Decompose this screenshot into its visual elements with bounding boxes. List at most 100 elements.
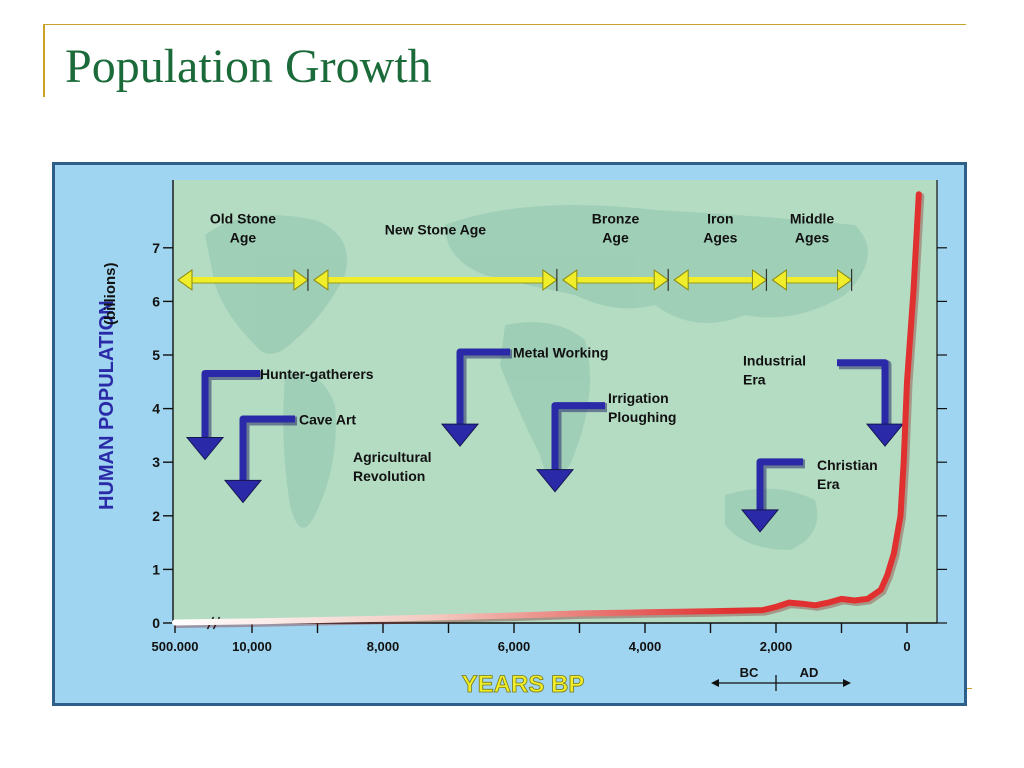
population-data-point <box>841 598 843 600</box>
population-series <box>172 191 925 628</box>
population-line <box>172 191 922 626</box>
era-arrowhead-right <box>751 268 768 291</box>
event-label: Hunter-gatherers <box>260 366 374 382</box>
y-axis: 0 1 2 3 4 5 6 7 <box>152 180 947 631</box>
bc-label: BC <box>740 665 759 680</box>
population-data-point <box>913 290 915 292</box>
x-tick-label: 8,000 <box>367 639 400 654</box>
title-bar: Population Growth <box>43 24 966 97</box>
y-tick-label: 0 <box>152 615 160 631</box>
event-label-line: Era <box>743 372 766 388</box>
y-tick-label: 5 <box>152 347 160 363</box>
y-tick-label: 4 <box>152 401 160 417</box>
population-data-point <box>775 606 777 608</box>
y-tick-label: 1 <box>152 561 160 577</box>
x-tick-label: 10,000 <box>232 639 272 654</box>
event-label: Metal Working <box>513 345 608 361</box>
event-arrow-stem <box>837 359 889 427</box>
population-data-point <box>867 598 869 600</box>
population-data-point <box>828 602 830 604</box>
event-label: Agricultural Revolution <box>353 449 432 484</box>
population-data-point <box>710 610 712 612</box>
event-arrowhead <box>865 423 905 447</box>
era-label-line: Age <box>602 230 629 246</box>
chart-figure: 0 1 2 3 4 5 6 7 500.000 10,000 8,000 6,000 4,000 2,0… <box>52 162 967 706</box>
era-label: Bronze Age <box>592 211 640 246</box>
event-label-line: Industrial <box>743 353 806 369</box>
population-data-point <box>762 609 764 611</box>
event-arrowhead <box>740 509 780 533</box>
event-label-line: Cave Art <box>299 412 356 428</box>
y-tick-label: 6 <box>152 293 160 309</box>
world-map-silhouette <box>205 205 868 550</box>
population-data-point <box>251 621 253 623</box>
era-new-stone-age: New Stone Age <box>313 221 558 291</box>
x-tick-label: 4,000 <box>629 639 662 654</box>
era-label-line: Ages <box>795 230 829 246</box>
event-arrow-stem <box>456 348 510 427</box>
era-label-line: Bronze <box>592 211 640 227</box>
population-data-point <box>801 603 803 605</box>
event-label-line: Christian <box>817 457 878 473</box>
era-bronze-age: Bronze Age <box>561 211 670 291</box>
event-arrow-stem <box>756 458 803 512</box>
event-label-line: Irrigation <box>608 390 669 406</box>
y-tick-label: 7 <box>152 240 160 256</box>
bottom-rule <box>964 688 972 689</box>
event-arrowhead <box>223 479 263 504</box>
event-industrial-era: Industrial Era <box>743 353 905 447</box>
era-arrowhead-left <box>673 268 689 291</box>
bc-ad-indicator: BC AD <box>711 665 851 691</box>
event-label-line: Era <box>817 476 840 492</box>
event-christian-era: Christian Era <box>740 457 878 533</box>
event-label: Christian Era <box>817 457 878 492</box>
event-arrowhead <box>535 469 575 493</box>
event-cave-art: Cave Art <box>223 412 356 504</box>
population-data-point <box>644 612 646 614</box>
population-data-point <box>815 605 817 607</box>
population-data-point <box>382 618 384 620</box>
event-irrigation-ploughing: Irrigation Ploughing <box>535 390 676 493</box>
event-annotations: Hunter-gatherers Cave Art Agricultural Revo… <box>185 345 905 533</box>
event-label: Industrial Era <box>743 353 806 388</box>
population-chart: 0 1 2 3 4 5 6 7 500.000 10,000 8,000 6,000 4,000 2,0… <box>96 180 947 698</box>
era-arrowhead-left <box>771 268 787 291</box>
population-data-point <box>903 461 905 463</box>
era-label: Iron Ages <box>703 211 737 246</box>
event-arrow-stem <box>239 415 295 483</box>
population-data-point <box>918 193 920 195</box>
x-tick-label: 500.000 <box>152 639 199 654</box>
era-arrowhead-right <box>837 268 853 291</box>
ad-label: AD <box>800 665 819 680</box>
era-arrowhead-left <box>177 268 193 291</box>
population-data-point <box>900 515 902 517</box>
event-label-line: Metal Working <box>513 345 608 361</box>
event-hunter-gatherers: Hunter-gatherers <box>185 366 374 461</box>
era-label: Middle Ages <box>790 211 835 246</box>
event-label: Irrigation Ploughing <box>608 390 676 425</box>
event-label-line: Revolution <box>353 468 425 484</box>
population-data-point <box>854 600 856 602</box>
population-data-point <box>579 613 581 615</box>
slide-title: Population Growth <box>65 40 432 93</box>
era-label-line: Old Stone <box>210 211 276 227</box>
era-label-line: Ages <box>703 230 737 246</box>
event-arrowhead <box>440 423 480 447</box>
y-axis-unit: (billions) <box>102 263 119 326</box>
event-agricultural-revolution: Agricultural Revolution <box>353 449 432 484</box>
y-tick-label: 2 <box>152 508 160 524</box>
era-old-stone-age: Old Stone Age <box>177 211 309 291</box>
x-axis: 500.000 10,000 8,000 6,000 4,000 2,000 0 <box>152 616 937 654</box>
event-arrow-stem <box>201 369 260 440</box>
era-label-line: Middle <box>790 211 835 227</box>
population-data-point <box>880 589 882 591</box>
y-axis-label: HUMAN POPULATION <box>96 300 118 510</box>
era-arrowhead-left <box>313 268 329 291</box>
event-arrow-stem <box>551 402 605 472</box>
x-tick-label: 0 <box>903 639 910 654</box>
population-data-point <box>893 553 895 555</box>
era-label: New Stone Age <box>385 221 487 237</box>
x-tick-label: 2,000 <box>760 639 793 654</box>
era-iron-ages: Iron Ages <box>673 211 768 291</box>
population-data-point <box>906 381 908 383</box>
